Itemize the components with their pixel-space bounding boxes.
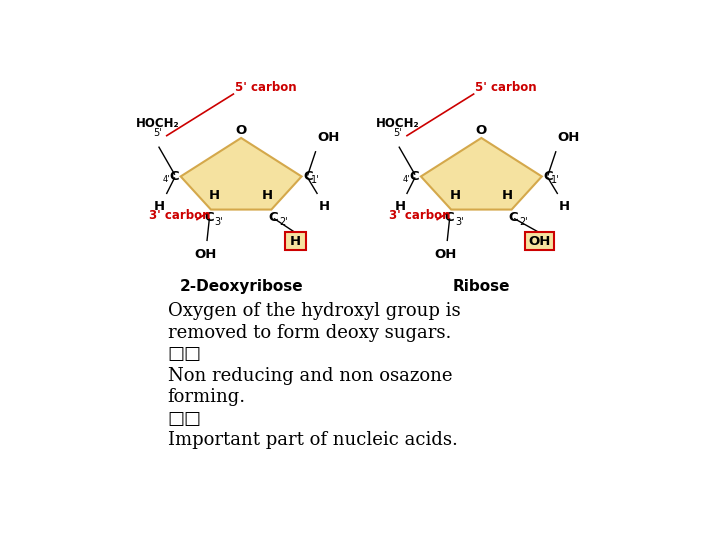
Text: H: H — [449, 189, 461, 202]
Text: C: C — [445, 211, 454, 224]
Text: OH: OH — [435, 248, 457, 261]
Text: 4': 4' — [162, 175, 170, 184]
Text: 3' carbon: 3' carbon — [389, 209, 451, 222]
Text: O: O — [235, 124, 247, 137]
Text: H: H — [210, 189, 220, 202]
Text: H: H — [319, 200, 330, 213]
Text: HOCH₂: HOCH₂ — [135, 117, 179, 130]
Text: H: H — [290, 234, 301, 248]
Text: C: C — [204, 211, 214, 224]
Text: □□: □□ — [168, 345, 202, 363]
Text: OH: OH — [557, 131, 580, 144]
Text: □□: □□ — [168, 410, 202, 428]
Text: HOCH₂: HOCH₂ — [376, 117, 420, 130]
Text: 2': 2' — [279, 217, 288, 227]
Text: 2-Deoxyribose: 2-Deoxyribose — [179, 279, 303, 294]
Text: removed to form deoxy sugars.: removed to form deoxy sugars. — [168, 323, 451, 341]
Text: H: H — [559, 200, 570, 213]
Text: H: H — [502, 189, 513, 202]
Text: H: H — [395, 200, 405, 213]
Text: 3' carbon: 3' carbon — [149, 209, 210, 222]
Polygon shape — [181, 138, 302, 210]
Text: Ribose: Ribose — [453, 279, 510, 294]
Text: C: C — [410, 170, 419, 183]
Text: OH: OH — [194, 248, 217, 261]
Text: forming.: forming. — [168, 388, 246, 406]
Text: Important part of nucleic acids.: Important part of nucleic acids. — [168, 431, 457, 449]
Text: 1': 1' — [311, 174, 320, 185]
Text: 5' carbon: 5' carbon — [475, 82, 537, 94]
Text: H: H — [262, 189, 273, 202]
Text: Oxygen of the hydroxyl group is: Oxygen of the hydroxyl group is — [168, 302, 460, 320]
Text: Non reducing and non osazone: Non reducing and non osazone — [168, 367, 452, 384]
Text: 3': 3' — [215, 217, 223, 227]
Text: 1': 1' — [551, 174, 559, 185]
Text: 3': 3' — [455, 217, 464, 227]
Text: 4': 4' — [402, 175, 410, 184]
FancyBboxPatch shape — [525, 232, 554, 251]
Polygon shape — [421, 138, 542, 210]
Text: 5': 5' — [153, 128, 162, 138]
Text: C: C — [508, 211, 518, 224]
Text: 5' carbon: 5' carbon — [235, 82, 297, 94]
Text: C: C — [544, 170, 553, 183]
Text: O: O — [476, 124, 487, 137]
Text: H: H — [154, 200, 165, 213]
Text: 5': 5' — [393, 128, 402, 138]
Text: C: C — [303, 170, 312, 183]
Text: 2': 2' — [519, 217, 528, 227]
Text: C: C — [169, 170, 179, 183]
Text: OH: OH — [317, 131, 339, 144]
Text: C: C — [268, 211, 278, 224]
Text: OH: OH — [528, 234, 551, 248]
FancyBboxPatch shape — [284, 232, 306, 251]
